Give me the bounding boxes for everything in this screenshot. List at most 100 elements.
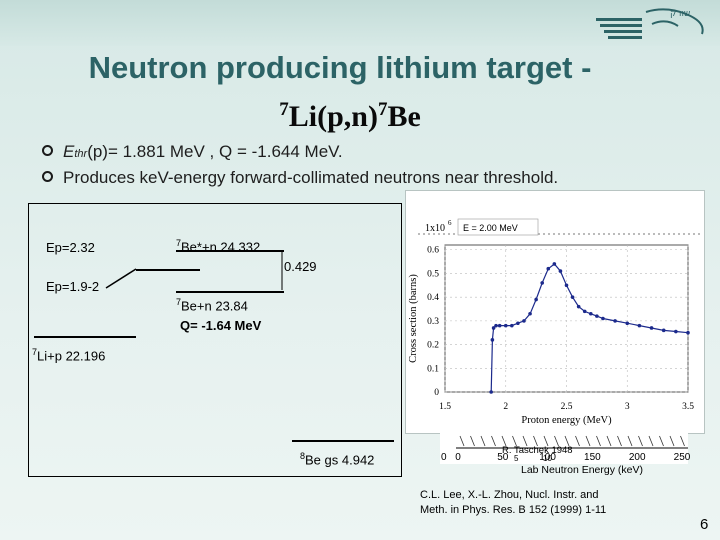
legend-text: E = 2.00 MeV [463, 223, 518, 233]
cross-section-panel [405, 190, 705, 434]
ep-range-label: Ep=1.9-2 [46, 279, 100, 294]
be-mass-number: 7 [377, 99, 388, 120]
li-p-text: Li+p 22.196 [37, 348, 106, 364]
lab-tick-label: 200 [629, 452, 646, 463]
x-tick-label: 3 [625, 402, 630, 412]
data-point [637, 323, 642, 328]
x-tick-label: 2.5 [561, 402, 573, 412]
lab-hatch-mark [459, 435, 465, 447]
citation: C.L. Lee, X.-L. Zhou, Nucl. Instr. and M… [420, 488, 606, 518]
citation-line-1: C.L. Lee, X.-L. Zhou, Nucl. Instr. and [420, 489, 599, 501]
data-point [497, 323, 502, 328]
lab-tick-label: 100 [539, 452, 556, 463]
data-point [674, 329, 678, 334]
lab-hatch-mark [575, 435, 580, 447]
lab-hatch-mark [669, 435, 675, 447]
level-proton-beam [136, 269, 200, 271]
data-point [528, 311, 532, 316]
y-tick-label: 0 [434, 388, 439, 398]
data-point [576, 304, 581, 309]
lab-tick-label: 150 [584, 452, 601, 463]
y-tick-label: 0.5 [427, 269, 439, 279]
diagram-frame [28, 203, 402, 477]
bullet-threshold: Ethr(p)= 1.881 MeV , Q = -1.644 MeV. [42, 142, 343, 164]
data-point [601, 316, 605, 321]
x-tick-label: 3.5 [682, 402, 694, 412]
data-point [558, 269, 563, 273]
lab-mark: 5 [514, 454, 519, 463]
lab-hatch-mark [491, 435, 496, 447]
bullet-icon [42, 145, 53, 156]
bullet-symbol-subscript: thr [74, 148, 88, 160]
data-point [503, 323, 508, 328]
lab-hatch-mark [680, 435, 685, 447]
data-point [595, 314, 599, 318]
lab-axis-label: Lab Neutron Energy (keV) [521, 464, 643, 476]
be-n-text: Be+n 23.84 [181, 298, 248, 314]
x-tick-label: 1.5 [439, 402, 451, 412]
lab-hatch-mark [648, 435, 654, 447]
be-gs-label: 8Be gs 4.942 [300, 451, 374, 467]
lab-hatch-mark [543, 435, 549, 447]
data-point [625, 321, 630, 326]
top-axis-exponent: 6 [448, 219, 452, 227]
data-point [534, 297, 538, 302]
be-n-mass: 7 [176, 297, 182, 307]
lab-hatch-mark [606, 435, 612, 447]
page-number: 6 [700, 516, 709, 533]
data-point [510, 323, 514, 328]
bullet-text: Produces keV-energy forward-collimated n… [63, 168, 559, 187]
li-mass-number: 7 [279, 99, 289, 120]
bullet-icon [42, 171, 53, 182]
y-axis-label: Cross section (barns) [408, 274, 419, 363]
data-point [649, 326, 654, 330]
bullet-symbol: E [63, 142, 75, 161]
data-point [516, 321, 520, 326]
level-be-gs [292, 440, 394, 442]
lab-hatch-mark [533, 435, 538, 447]
lab-note: R. Taschek 1948 [502, 445, 573, 456]
y-tick-label: 0.1 [427, 364, 439, 374]
data-point [552, 262, 557, 266]
data-point [661, 328, 666, 333]
level-li-p [34, 336, 136, 338]
slide-title-reaction: 7Li(p,n)7Be [230, 92, 470, 135]
bullet-text: (p)= 1.881 MeV , Q = -1.644 MeV. [87, 142, 343, 161]
q-value-label: Q= -1.64 MeV [180, 318, 262, 333]
svg-text:שורק: שורק [670, 9, 690, 19]
lab-hatch-mark [564, 435, 570, 447]
top-banner [0, 0, 720, 46]
lab-tick-label: 50 [497, 452, 509, 463]
data-point [489, 390, 493, 394]
lab-hatch-mark [627, 435, 633, 447]
bullet-neutrons: Produces keV-energy forward-collimated n… [42, 168, 558, 188]
top-axis-label: 1x10 [425, 223, 445, 234]
data-point [686, 330, 690, 335]
y-tick-label: 0.6 [427, 246, 439, 256]
citation-line-2: Meth. in Phys. Res. B 152 (1999) 1-11 [420, 504, 607, 516]
lab-hatch-mark [512, 435, 517, 447]
data-point [490, 338, 495, 342]
level-be-n [176, 291, 284, 293]
y-tick-label: 0.4 [427, 293, 439, 303]
lab-hatch-mark [522, 435, 528, 447]
ep-label: Ep=2.32 [46, 240, 95, 255]
lab-origin-label: 0 [441, 452, 447, 463]
lab-hatch-mark [554, 435, 559, 447]
legend-box [457, 218, 539, 236]
slide-title: Neutron producing lithium target - [88, 50, 592, 85]
data-point [494, 323, 498, 328]
lab-hatch-mark [585, 435, 591, 447]
lab-mark: 10 [543, 454, 552, 463]
level-be-excited [176, 250, 284, 252]
data-point [613, 319, 617, 323]
lab-hatch-mark [470, 435, 475, 447]
y-tick-label: 0.3 [427, 317, 439, 327]
lab-hatch-mark [480, 435, 486, 447]
data-point [522, 319, 526, 323]
data-point [546, 266, 551, 271]
lab-hatch-mark [638, 435, 643, 447]
lab-hatch-mark [596, 435, 601, 447]
